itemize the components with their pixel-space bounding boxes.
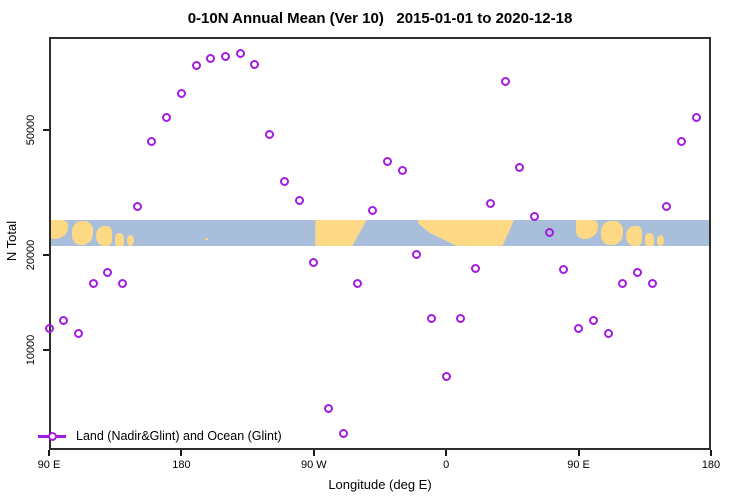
data-point [441,372,451,382]
data-point [103,268,113,278]
land-sulawesi [625,226,642,246]
y-tick-mark [43,254,49,257]
data-point [691,112,701,122]
land-sulawesi [96,226,113,246]
x-tick-mark [180,450,183,456]
land-malay-sumatra [575,219,598,239]
legend: Land (Nadir&Glint) and Ocean (Glint) [38,429,282,443]
data-point [632,268,642,278]
data-point [500,77,510,87]
data-point [529,212,539,222]
data-point [265,129,275,139]
data-point [176,89,186,99]
data-point [206,54,216,63]
legend-marker [38,429,66,443]
chart-title: 0-10N Annual Mean (Ver 10) 2015-01-01 to… [187,10,573,27]
y-tick-label: 20000 [25,239,37,271]
x-tick-label: 180 [172,459,191,471]
data-point [544,228,554,238]
data-point [412,249,422,259]
data-point [485,198,495,208]
land-new-guinea-2 [656,235,664,246]
y-axis-label: N Total [4,220,19,262]
island-pacific-island [204,238,208,241]
data-point [456,313,466,323]
data-point [603,328,613,338]
x-tick-mark [577,450,580,456]
land-borneo [71,221,94,245]
data-point [59,315,69,325]
land-borneo [601,221,623,245]
data-point [162,112,172,122]
data-point [118,279,128,289]
data-point [221,51,231,61]
y-tick-label: 50000 [25,114,37,146]
legend-label: Land (Nadir&Glint) and Ocean (Glint) [76,429,282,443]
land-new-guinea [115,232,124,246]
data-point [132,202,142,212]
x-tick-label: 90 E [37,459,61,471]
land-new-guinea [644,232,654,246]
data-point [279,176,289,186]
x-tick-mark [710,450,712,456]
land-south-america [315,219,367,246]
data-point [88,278,98,288]
data-point [368,206,378,216]
data-point [426,313,436,323]
data-point [338,429,348,439]
data-point [294,196,304,206]
data-point [147,137,157,147]
legend-circle-icon [47,431,57,441]
data-point [250,59,260,69]
y-tick-label: 10000 [25,334,37,366]
data-point [235,48,245,58]
data-point [191,60,201,70]
data-point [647,279,657,289]
data-point [382,157,392,166]
data-point [44,323,54,333]
x-tick-label: 90 W [300,459,327,471]
data-point [353,278,363,288]
map-band [51,219,709,246]
data-point [588,315,598,325]
data-point [471,264,481,274]
data-point [324,404,333,414]
x-tick-mark [312,450,315,456]
data-point [559,265,569,274]
y-tick-mark [43,348,49,351]
x-axis-label: Longitude (deg E) [328,477,432,492]
data-point [574,323,584,333]
data-point [677,137,687,147]
land-africa [418,219,514,246]
land-new-guinea-2 [126,235,135,246]
x-tick-label: 90 E [567,459,590,471]
data-point [309,258,319,268]
data-point [73,328,83,338]
data-point [515,162,525,172]
y-tick-mark [43,129,49,131]
x-tick-label: 0 [443,459,450,471]
data-point [662,202,672,212]
land-malay-sumatra [51,219,69,239]
x-tick-label: 180 [701,459,721,471]
data-point [618,278,628,288]
x-tick-mark [48,450,50,456]
x-tick-mark [445,450,448,456]
data-point [397,165,407,175]
